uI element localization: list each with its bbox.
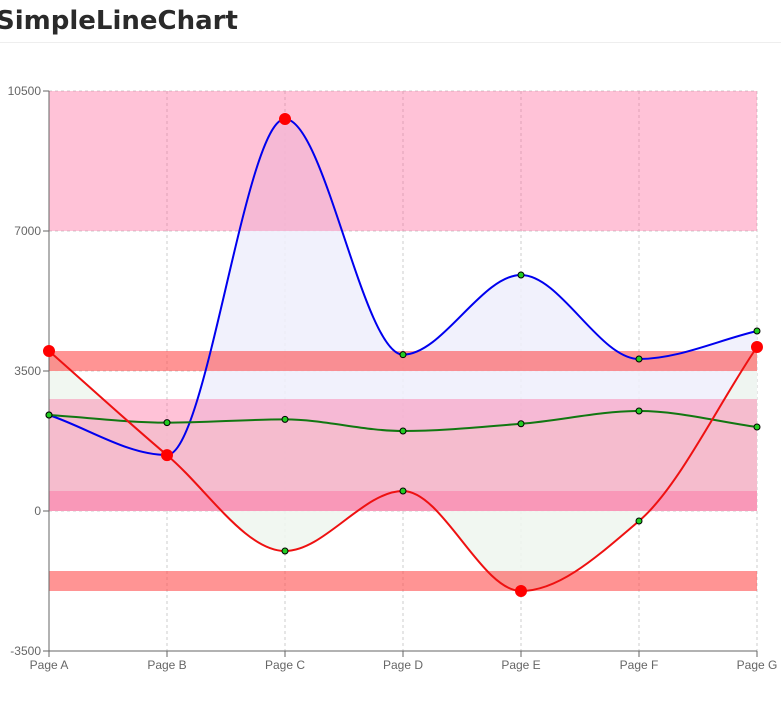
- point-green-3[interactable]: [399, 427, 407, 435]
- y-tick-label-4: 10500: [8, 84, 42, 98]
- x-tick-label-6: Page G: [737, 658, 778, 672]
- reference-area-4: [49, 351, 757, 371]
- point-green-4[interactable]: [517, 420, 525, 428]
- title-divider: [0, 42, 781, 43]
- point-green-0[interactable]: [45, 411, 53, 419]
- y-tick-label-0: -3500: [10, 644, 41, 658]
- x-tick-label-5: Page F: [620, 658, 659, 672]
- point-green-5[interactable]: [635, 407, 643, 415]
- x-tick-label-3: Page D: [383, 658, 423, 672]
- x-tick-label-0: Page A: [30, 658, 69, 672]
- series-area-blue: [49, 119, 757, 511]
- series-area-red: [49, 347, 757, 591]
- reference-area-0: [49, 91, 757, 231]
- point-red-5[interactable]: [635, 517, 643, 525]
- series-areas: [49, 119, 757, 591]
- series-area-green: [49, 411, 757, 511]
- series-points: [43, 113, 763, 597]
- point-red-6[interactable]: [751, 341, 763, 353]
- reference-areas: [49, 91, 757, 591]
- axes: [43, 90, 758, 657]
- point-blue-3[interactable]: [399, 351, 407, 359]
- point-red-4[interactable]: [515, 585, 527, 597]
- reference-area-1: [49, 399, 757, 431]
- point-red-0[interactable]: [43, 345, 55, 357]
- point-blue-6[interactable]: [753, 327, 761, 335]
- reference-area-2: [49, 431, 757, 511]
- reference-area-5: [49, 571, 757, 591]
- y-tick-label-1: 0: [34, 504, 41, 518]
- point-red-1[interactable]: [161, 449, 173, 462]
- x-tick-label-4: Page E: [501, 658, 540, 672]
- tick-labels: -3500 0 3500 7000 10500 Page A Page B Page C Pag…: [8, 84, 778, 672]
- point-red-3[interactable]: [399, 487, 407, 495]
- chart-title: SimpleLineChart: [0, 6, 238, 36]
- x-tick-label-1: Page B: [147, 658, 186, 672]
- point-green-6[interactable]: [753, 423, 761, 431]
- point-red-2[interactable]: [281, 547, 289, 555]
- y-tick-label-3: 7000: [14, 224, 41, 238]
- point-green-2[interactable]: [281, 415, 289, 423]
- y-tick-label-2: 3500: [14, 364, 41, 378]
- x-tick-label-2: Page C: [265, 658, 305, 672]
- point-blue-5[interactable]: [635, 355, 643, 363]
- point-green-1[interactable]: [163, 419, 171, 427]
- point-blue-2[interactable]: [279, 113, 291, 125]
- point-blue-4[interactable]: [517, 271, 525, 279]
- reference-area-3: [49, 491, 757, 511]
- series-line-blue: [48, 117, 758, 457]
